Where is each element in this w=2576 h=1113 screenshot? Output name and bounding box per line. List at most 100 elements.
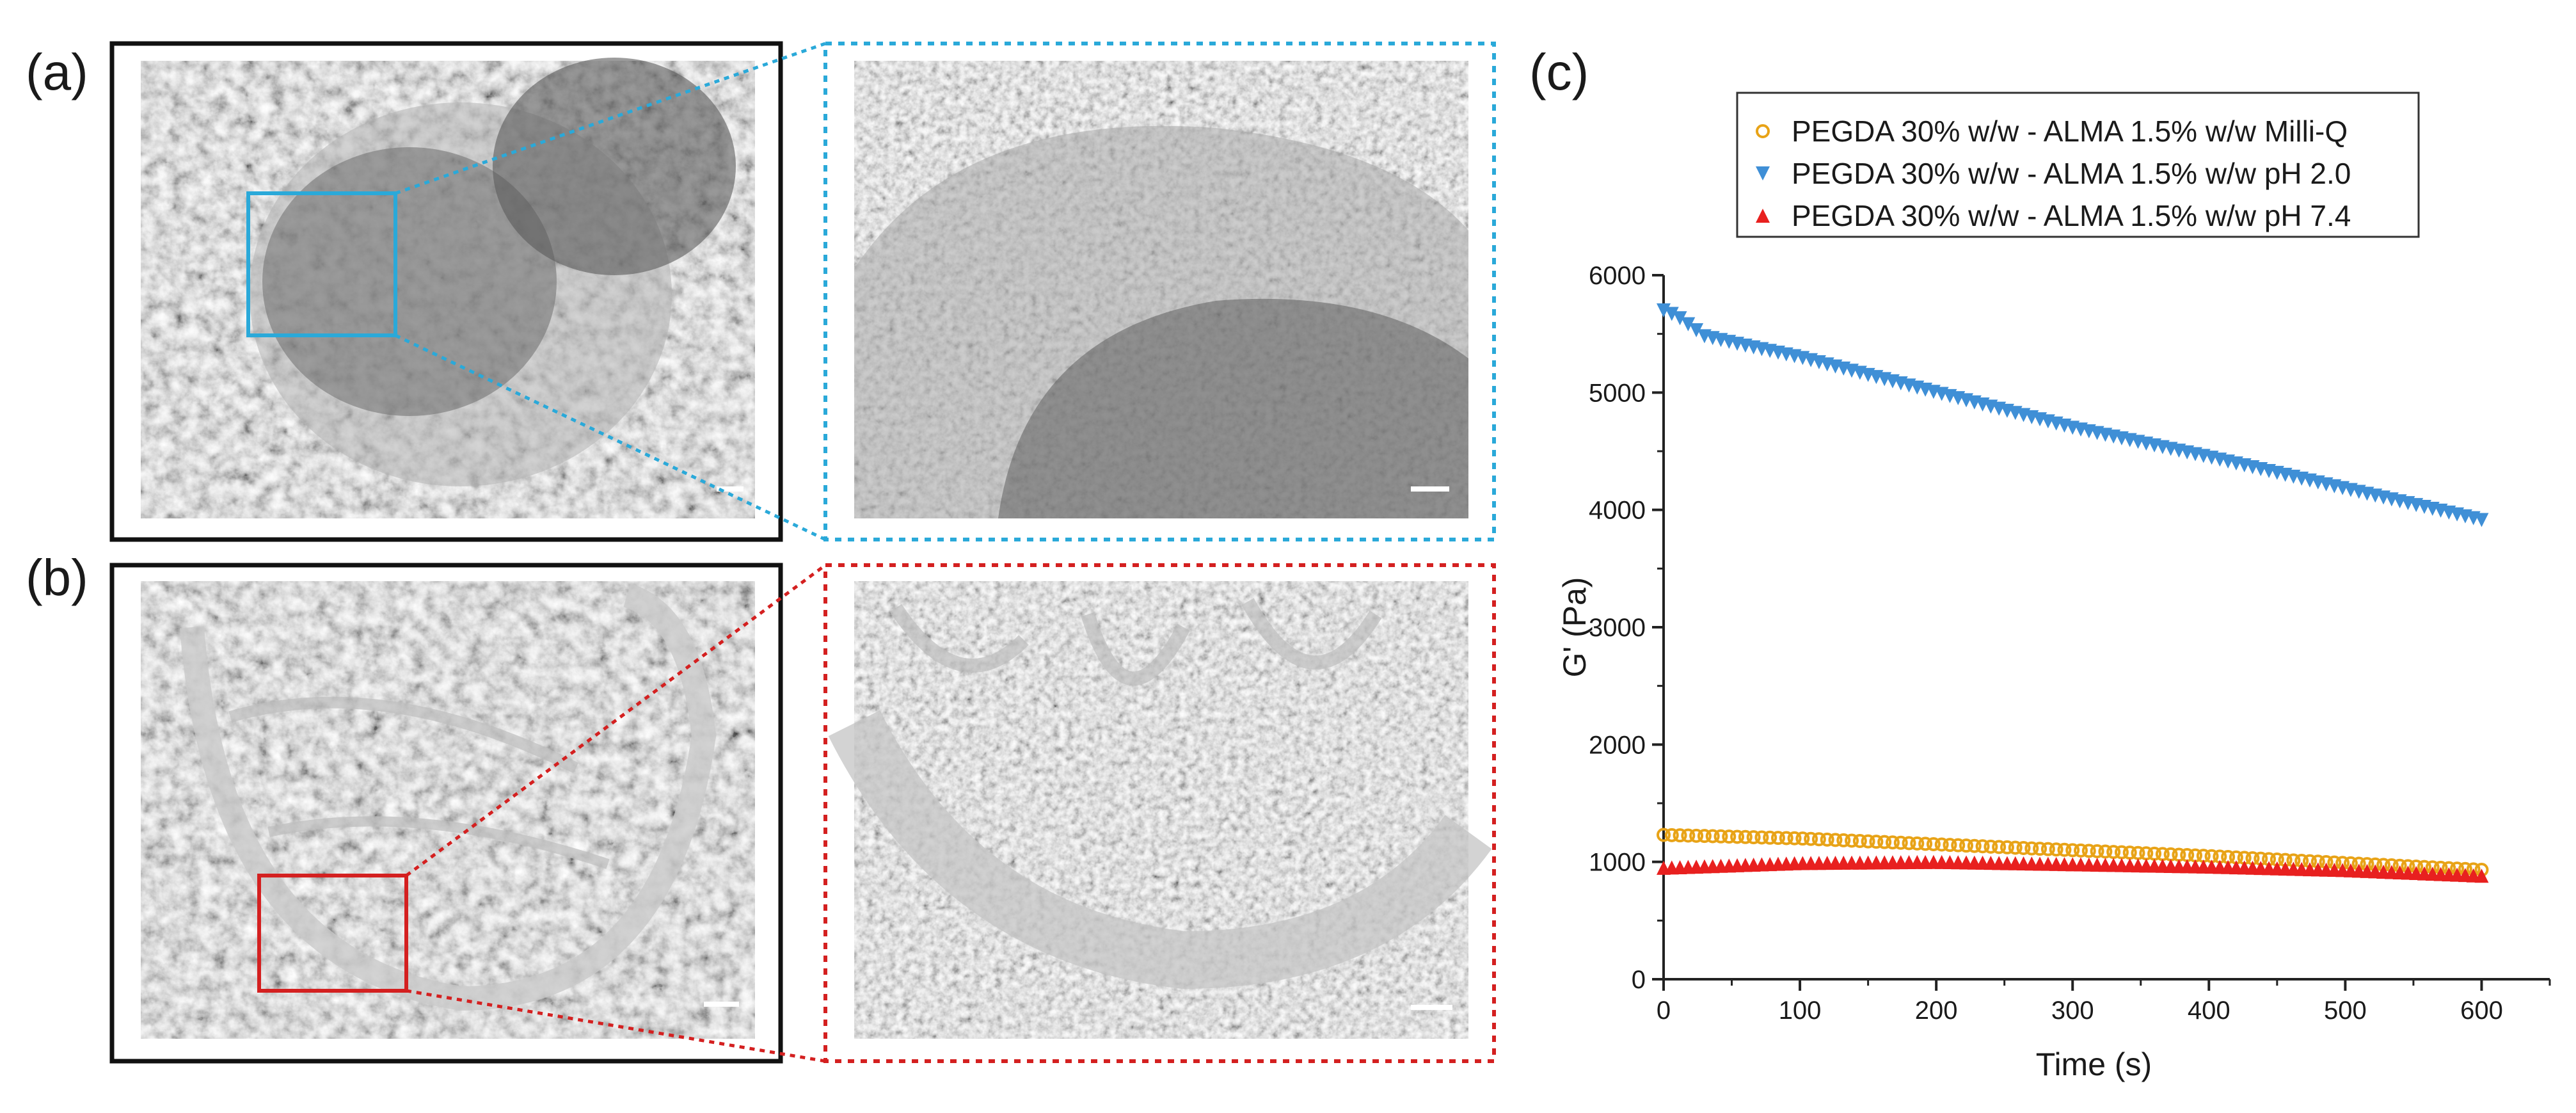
data-point [1730, 829, 1745, 844]
data-point [2114, 845, 2129, 860]
data-point [2040, 842, 2055, 856]
y-axis-title: G' (Pa) [1557, 577, 1593, 678]
data-point [2106, 845, 2121, 860]
panel-label-b: (b) [26, 549, 88, 606]
data-point [2098, 844, 2113, 859]
data-point [1845, 833, 1859, 848]
data-point [1787, 831, 1802, 845]
data-point [1681, 317, 1696, 332]
y-tick-label: 3000 [1589, 614, 1646, 642]
chart-axes: 0 1000 2000 3000 4000 5000 6000 0 100 200 300 400 50… [1589, 262, 2551, 1025]
data-point [2474, 513, 2489, 527]
x-axis-title: Time (s) [2036, 1046, 2152, 1082]
data-point [1836, 833, 1851, 847]
data-point [1779, 831, 1793, 845]
data-point [2008, 840, 2023, 855]
data-point [1934, 837, 1949, 852]
sem-image-b-overview [109, 563, 783, 1064]
data-point [1754, 830, 1769, 845]
sem-image-a-overview [109, 41, 783, 542]
data-point [1795, 831, 1810, 846]
data-point [1689, 323, 1704, 337]
gprime-time-chart: PEGDA 30% w/w - ALMA 1.5% w/w Milli-Q PEG… [1557, 92, 2551, 1082]
data-point [2000, 840, 2014, 854]
series-1 [1657, 828, 2489, 877]
sem-image-b-zoom [823, 563, 1496, 1063]
panel-label-c: (c) [1529, 44, 1589, 100]
x-tick-label: 400 [2188, 997, 2230, 1025]
data-point [1959, 838, 1974, 853]
data-point [2474, 869, 2489, 883]
data-point [1697, 829, 1712, 844]
zoom-connector-a [394, 42, 827, 541]
data-point [1746, 830, 1761, 845]
data-point [1738, 829, 1753, 844]
data-point [1861, 834, 1875, 849]
data-point [1657, 828, 1671, 842]
data-point [1722, 829, 1737, 844]
data-point [1705, 829, 1720, 844]
data-point [2074, 843, 2088, 858]
data-point [1770, 831, 1785, 845]
series-2 [1657, 303, 2489, 527]
x-tick-label: 600 [2460, 997, 2503, 1025]
legend-symbol [1756, 166, 1770, 180]
scale-bar [1411, 1005, 1452, 1010]
legend: PEGDA 30% w/w - ALMA 1.5% w/w Milli-Q PEG… [1736, 92, 2420, 238]
data-point [1664, 828, 1679, 842]
zoom-connector-b [405, 563, 827, 1063]
legend-symbol [1756, 209, 1770, 223]
legend-entry-3: PEGDA 30% w/w - ALMA 1.5% w/w pH 7.4 [1792, 199, 2351, 232]
data-point [1804, 831, 1818, 846]
chart-marks [1657, 303, 2489, 883]
data-point [1951, 838, 1966, 853]
data-point [1681, 828, 1696, 843]
data-point [2090, 844, 2104, 858]
data-point [1689, 828, 1704, 843]
data-point [1763, 830, 1777, 845]
data-point [2057, 842, 2072, 857]
data-point [1885, 835, 1900, 850]
data-point [1852, 834, 1867, 849]
data-point [1869, 835, 1884, 849]
series-3 [1657, 854, 2489, 883]
data-point [2081, 844, 2096, 858]
data-point [1902, 836, 1916, 851]
x-tick-label: 300 [2051, 997, 2094, 1025]
data-point [2033, 842, 2047, 856]
data-point [1918, 837, 1933, 851]
data-point [1967, 838, 1982, 853]
data-point [1828, 833, 1843, 847]
x-tick-label: 0 [1657, 997, 1671, 1025]
legend-entry-1: PEGDA 30% w/w - ALMA 1.5% w/w Milli-Q [1792, 115, 2348, 148]
data-point [2024, 841, 2039, 856]
scale-bar [717, 486, 743, 492]
data-point [2065, 843, 2080, 858]
data-point [1926, 837, 1941, 851]
x-tick-label: 100 [1779, 997, 1822, 1025]
data-point [1984, 839, 1998, 854]
data-point [1820, 832, 1834, 847]
y-tick-label: 4000 [1589, 497, 1646, 525]
panel-label-a: (a) [26, 44, 88, 100]
data-point [1975, 839, 1990, 854]
scale-bar [1411, 486, 1449, 492]
legend-symbol [1756, 124, 1770, 138]
data-point [1992, 840, 2007, 854]
data-point [1713, 829, 1728, 844]
data-point [2049, 842, 2063, 857]
data-point [1943, 838, 1957, 853]
data-point [2016, 841, 2031, 856]
data-point [1664, 307, 1679, 321]
data-point [1910, 836, 1925, 851]
data-point [1893, 835, 1908, 850]
data-point [1673, 311, 1687, 326]
scale-bar [704, 1002, 739, 1007]
data-point [1811, 832, 1826, 847]
y-tick-label: 5000 [1589, 379, 1646, 407]
data-point [1673, 828, 1687, 843]
y-tick-label: 2000 [1589, 731, 1646, 759]
x-tick-label: 200 [1915, 997, 1958, 1025]
y-tick-label: 6000 [1589, 262, 1646, 290]
